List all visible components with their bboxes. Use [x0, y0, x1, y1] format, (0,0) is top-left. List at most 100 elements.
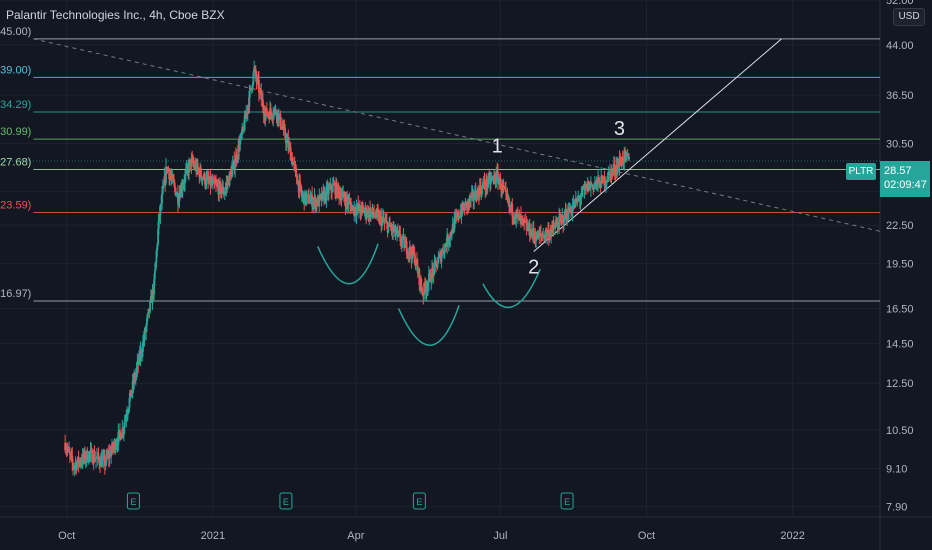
candle: [523, 214, 526, 231]
candle: [249, 84, 252, 98]
candle-body: [626, 153, 629, 156]
candle-body: [218, 182, 221, 195]
earnings-marker[interactable]: E: [126, 492, 140, 510]
candle-body: [224, 187, 227, 192]
candle: [102, 448, 105, 469]
candle: [301, 189, 304, 203]
candle: [241, 122, 244, 140]
candle-body: [270, 113, 273, 117]
candle-body: [593, 184, 595, 190]
candle-body: [499, 177, 502, 189]
candle: [605, 175, 607, 193]
candle: [222, 181, 225, 198]
candle-body: [173, 182, 176, 188]
candle-body: [161, 187, 164, 194]
candle-body: [259, 89, 262, 91]
candle-body: [581, 188, 584, 196]
candle-body: [84, 451, 86, 461]
candle: [142, 334, 144, 358]
candle-body: [190, 158, 193, 166]
candle-body: [119, 433, 122, 440]
candle-body: [201, 178, 204, 181]
candle-body: [554, 225, 557, 229]
candle-body: [336, 184, 339, 197]
candle-body: [321, 191, 324, 201]
candle-body: [223, 193, 225, 195]
candle: [184, 163, 187, 182]
candle-body: [292, 162, 294, 165]
candle-body: [159, 204, 162, 216]
candle: [277, 108, 280, 127]
candle-body: [186, 166, 189, 168]
candle-body: [175, 194, 178, 196]
earnings-marker[interactable]: E: [412, 492, 426, 510]
candle-body: [68, 451, 71, 455]
y-tick-label: 19.50: [886, 259, 914, 271]
candle-body: [433, 261, 436, 274]
candle-body: [571, 206, 574, 213]
candle: [192, 154, 194, 168]
candle-body: [188, 161, 190, 173]
candle-body: [138, 353, 140, 365]
candle: [443, 252, 445, 259]
fib-label: 0.382(27.68): [0, 157, 31, 169]
candle-body: [454, 217, 456, 219]
candle-body: [308, 202, 311, 204]
candle: [370, 206, 372, 222]
candle: [387, 225, 390, 234]
candle-body: [443, 253, 445, 255]
candle-body: [128, 398, 131, 408]
candle-body: [300, 192, 303, 198]
candle-body: [447, 241, 450, 244]
candle: [169, 169, 172, 181]
candle-body: [477, 189, 480, 192]
candle: [571, 197, 574, 222]
candle-body: [180, 186, 182, 197]
candle-body: [624, 151, 627, 156]
candle-body: [338, 189, 341, 198]
x-axis-ticks: Oct 2021 Apr Jul Oct 2022: [58, 530, 805, 542]
earnings-marker[interactable]: E: [279, 492, 293, 510]
candle-body: [552, 225, 555, 229]
candle-body: [337, 184, 340, 190]
candle-body: [88, 452, 90, 461]
candle: [464, 198, 467, 211]
earnings-marker[interactable]: E: [560, 492, 574, 510]
candle-body: [579, 198, 582, 201]
candle: [350, 202, 353, 212]
candle: [172, 173, 175, 181]
trendline-resistance: [33, 38, 881, 232]
fib-label: 0.786(39.00): [0, 64, 31, 76]
y-tick-label: 52.00: [886, 0, 914, 7]
fib-label: 0.236(23.59): [0, 199, 31, 211]
candle-body: [555, 223, 557, 226]
candle: [360, 201, 363, 219]
candle-body: [243, 115, 246, 131]
candle-body: [416, 258, 418, 266]
candle-body: [451, 233, 453, 235]
candle: [225, 175, 228, 197]
candle-body: [372, 207, 375, 214]
candle-body: [418, 269, 421, 285]
candle-body: [540, 234, 543, 236]
earnings-badge: [126, 492, 140, 510]
candle-body: [295, 167, 298, 178]
candle-body: [349, 201, 352, 205]
y-tick-label: 7.90: [886, 502, 907, 514]
candle-body: [576, 198, 579, 203]
last-price: 28.57: [884, 165, 912, 177]
candle: [325, 181, 328, 208]
currency-badge[interactable]: USD: [893, 8, 925, 26]
candle-body: [598, 180, 601, 188]
candle: [131, 373, 134, 399]
candle-body: [425, 287, 428, 292]
candle-body: [348, 200, 351, 202]
candle-body: [141, 352, 144, 354]
candle: [551, 220, 553, 234]
candle: [262, 102, 265, 124]
candle-body: [497, 180, 500, 184]
candle-body: [117, 431, 120, 445]
candle-body: [237, 144, 240, 158]
